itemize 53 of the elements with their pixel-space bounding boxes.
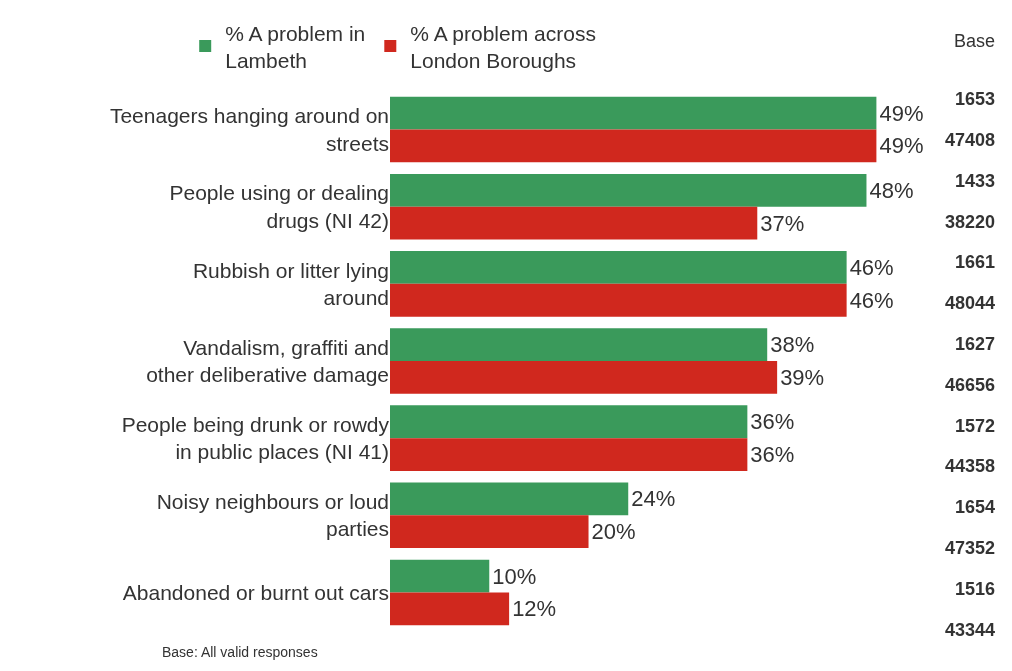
- bar: [390, 129, 877, 163]
- text: 1433: [955, 171, 996, 191]
- legend-label: % A problem in Lambeth: [225, 21, 366, 72]
- bar: [390, 251, 847, 284]
- text: 48044: [945, 293, 996, 313]
- bar: [390, 328, 768, 361]
- data-label: 20%: [591, 519, 636, 545]
- bar: [390, 96, 877, 130]
- bar: [390, 515, 589, 549]
- y-tick-label: Teenagers hanging around on streets: [109, 104, 389, 155]
- y-tick-label: People being drunk or rowdy in public places (NI 41): [121, 412, 390, 464]
- text: 1572: [955, 416, 996, 436]
- bar: [390, 405, 748, 439]
- y-tick-label: Rubbish or litter lying around: [192, 258, 389, 309]
- data-label: 48%: [869, 177, 914, 203]
- data-label: 10%: [492, 563, 537, 589]
- text: 44358: [945, 456, 996, 476]
- text: 1627: [955, 334, 996, 354]
- text: 1661: [955, 252, 996, 272]
- y-tick-label: Vandalism, graffiti and other deliberative damage: [146, 335, 389, 386]
- bar: [390, 361, 778, 394]
- bar: [390, 592, 510, 626]
- y-tick-label: People using or dealing drugs (NI 42): [169, 181, 389, 232]
- y-tick-label: Abandoned or burnt out cars: [122, 580, 389, 604]
- text: 47352: [945, 538, 996, 558]
- bar: [390, 173, 867, 207]
- text: 1516: [955, 579, 996, 599]
- data-label: 24%: [631, 486, 676, 512]
- data-label: 12%: [512, 596, 557, 622]
- bar: [390, 559, 490, 593]
- data-label: 46%: [849, 254, 894, 280]
- text: 38220: [945, 212, 996, 232]
- text: 43344: [945, 620, 996, 640]
- bar: [390, 206, 758, 240]
- text: 47408: [945, 130, 996, 150]
- data-label: 38%: [770, 332, 815, 358]
- text: 1653: [955, 89, 996, 109]
- bar: [390, 283, 847, 317]
- y-tick-label: Noisy neighbours or loud parties: [156, 489, 389, 541]
- data-label: 36%: [750, 409, 795, 435]
- bar: [390, 482, 629, 516]
- text: Base: [954, 31, 996, 51]
- text: 46656: [945, 375, 996, 395]
- data-label: 49%: [879, 100, 924, 126]
- data-label: 39%: [780, 364, 825, 390]
- legend-label: % A problem across London Boroughs: [410, 21, 596, 72]
- data-label: 36%: [750, 442, 795, 468]
- text: Base: All valid responses: [162, 644, 318, 660]
- data-label: 46%: [849, 287, 894, 313]
- bar: [390, 438, 748, 471]
- data-label: 49%: [879, 133, 924, 159]
- data-label: 37%: [760, 210, 805, 236]
- text: 1654: [955, 497, 996, 517]
